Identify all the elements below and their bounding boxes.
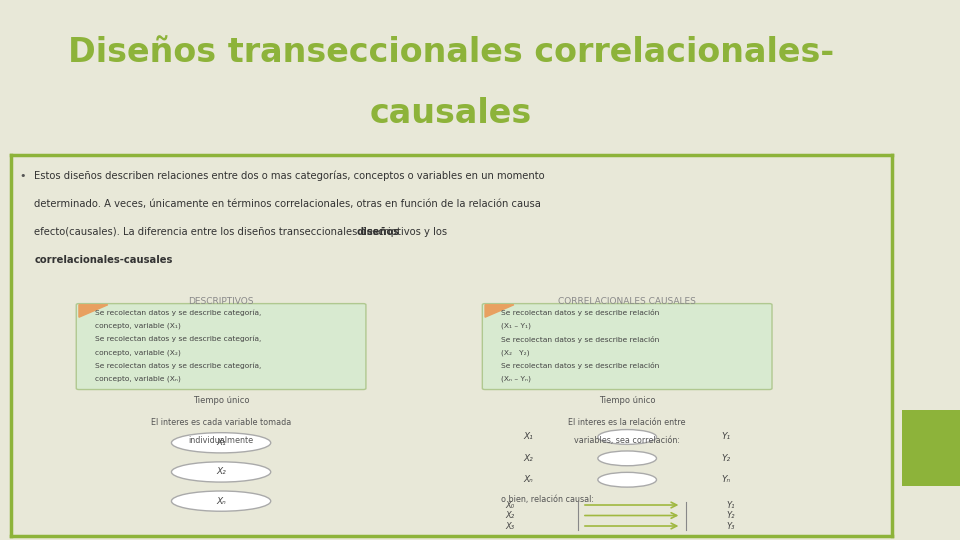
Text: Estos diseños describen relaciones entre dos o mas categorías, conceptos o varia: Estos diseños describen relaciones entre… bbox=[35, 171, 545, 181]
Text: Y₁: Y₁ bbox=[722, 433, 731, 442]
Text: concepto, variable (X₂): concepto, variable (X₂) bbox=[95, 349, 181, 356]
Text: Tiempo único: Tiempo único bbox=[193, 396, 250, 405]
Text: X₁: X₁ bbox=[523, 433, 533, 442]
Ellipse shape bbox=[172, 491, 271, 511]
Text: (X₁ – Y₁): (X₁ – Y₁) bbox=[501, 323, 531, 329]
Text: causales: causales bbox=[370, 97, 533, 130]
Text: Se recolectan datos y se describe relación: Se recolectan datos y se describe relaci… bbox=[501, 362, 660, 369]
FancyBboxPatch shape bbox=[76, 303, 366, 389]
Text: Se recolectan datos y se describe categoría,: Se recolectan datos y se describe catego… bbox=[95, 336, 261, 342]
Text: o bien, relación causal:: o bien, relación causal: bbox=[501, 495, 594, 504]
Text: Xₙ: Xₙ bbox=[216, 497, 226, 505]
Text: X₁: X₁ bbox=[216, 438, 226, 447]
Text: Tiempo único: Tiempo único bbox=[599, 396, 656, 405]
Text: Se recolectan datos y se describe relación: Se recolectan datos y se describe relaci… bbox=[501, 336, 660, 343]
Text: Y₁: Y₁ bbox=[727, 501, 735, 510]
Text: efecto(causales). La diferencia entre los diseños transeccionales descriptivos y: efecto(causales). La diferencia entre lo… bbox=[35, 227, 450, 238]
Text: Yₙ: Yₙ bbox=[722, 475, 731, 484]
Text: correlacionales-causales: correlacionales-causales bbox=[35, 255, 173, 265]
Ellipse shape bbox=[172, 462, 271, 482]
Text: individualmente: individualmente bbox=[188, 436, 253, 445]
Text: Diseños transeccionales correlacionales-: Diseños transeccionales correlacionales- bbox=[68, 36, 834, 70]
Text: Y₂: Y₂ bbox=[727, 511, 735, 520]
Bar bbox=[902, 410, 960, 486]
Polygon shape bbox=[485, 305, 514, 317]
Text: concepto, variable (Xₙ): concepto, variable (Xₙ) bbox=[95, 375, 181, 382]
Text: determinado. A veces, únicamente en términos correlacionales, otras en función d: determinado. A veces, únicamente en térm… bbox=[35, 199, 541, 209]
Text: diseños: diseños bbox=[356, 227, 399, 238]
Text: Se recolectan datos y se describe categoría,: Se recolectan datos y se describe catego… bbox=[95, 309, 261, 316]
Text: X₂: X₂ bbox=[505, 511, 515, 520]
Ellipse shape bbox=[598, 451, 657, 465]
Text: Y₂: Y₂ bbox=[722, 454, 731, 463]
Text: Se recolectan datos y se describe relación: Se recolectan datos y se describe relaci… bbox=[501, 309, 660, 316]
Ellipse shape bbox=[598, 472, 657, 487]
Text: Xₙ: Xₙ bbox=[523, 475, 533, 484]
Text: (X₂   Y₂): (X₂ Y₂) bbox=[501, 349, 530, 356]
Ellipse shape bbox=[598, 430, 657, 444]
Text: El interes es cada variable tomada: El interes es cada variable tomada bbox=[151, 417, 291, 427]
Text: Se recolectan datos y se describe categoría,: Se recolectan datos y se describe catego… bbox=[95, 362, 261, 369]
Text: DESCRIPTIVOS: DESCRIPTIVOS bbox=[188, 297, 253, 306]
Text: variables, sea correlación:: variables, sea correlación: bbox=[574, 436, 681, 445]
Text: X₂: X₂ bbox=[216, 468, 226, 476]
Text: El interes es la relación entre: El interes es la relación entre bbox=[568, 417, 685, 427]
Polygon shape bbox=[79, 305, 108, 317]
Text: •: • bbox=[20, 171, 26, 181]
Ellipse shape bbox=[172, 433, 271, 453]
Text: X₀: X₀ bbox=[505, 501, 515, 510]
Text: concepto, variable (X₁): concepto, variable (X₁) bbox=[95, 323, 181, 329]
Text: X₂: X₂ bbox=[523, 454, 533, 463]
Text: CORRELACIONALES CAUSALES: CORRELACIONALES CAUSALES bbox=[558, 297, 696, 306]
Text: (Xₙ – Yₙ): (Xₙ – Yₙ) bbox=[501, 375, 531, 382]
FancyBboxPatch shape bbox=[482, 303, 772, 389]
Text: X₃: X₃ bbox=[505, 522, 515, 530]
Text: Y₃: Y₃ bbox=[727, 522, 735, 530]
